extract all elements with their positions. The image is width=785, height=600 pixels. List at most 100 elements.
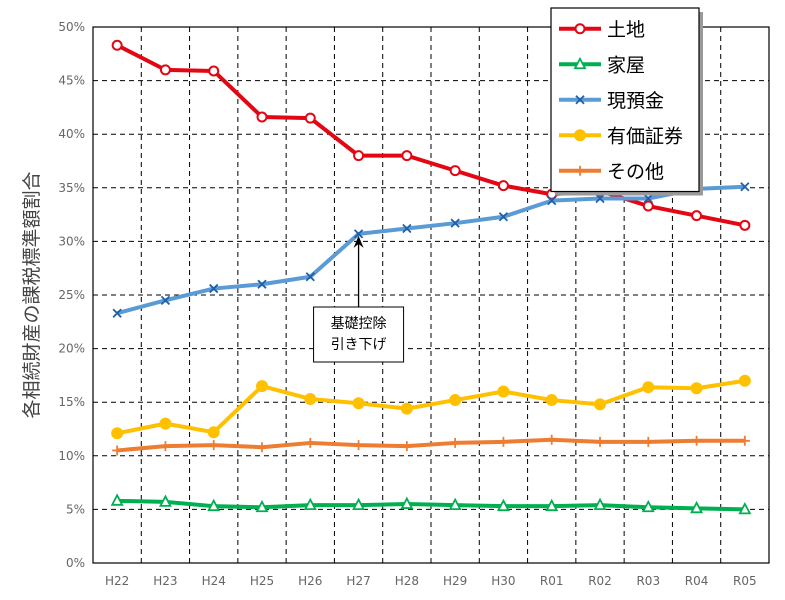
y-tick-label: 45%: [58, 74, 85, 88]
y-tick-label: 35%: [58, 181, 85, 195]
legend-entry: 現預金: [559, 90, 664, 112]
legend-marker: [574, 129, 586, 142]
legend-label: 土地: [607, 19, 645, 41]
data-point: [449, 394, 462, 407]
data-point: [303, 497, 317, 511]
x-tick-label: H24: [202, 574, 226, 588]
x-tick-label: R01: [540, 574, 564, 588]
data-point: [255, 499, 269, 513]
data-point: [304, 392, 317, 405]
series-line: [116, 437, 745, 453]
series-1: [110, 493, 752, 515]
data-point: [642, 381, 655, 394]
data-point: [207, 426, 220, 439]
y-tick-label: 0%: [66, 556, 85, 570]
data-point: [305, 272, 315, 282]
x-tick-label: H27: [346, 574, 370, 588]
data-point: [111, 39, 123, 51]
x-tick-label: H26: [298, 574, 322, 588]
data-point: [353, 150, 365, 162]
x-tick-label: H22: [105, 574, 129, 588]
data-point: [159, 417, 172, 430]
legend-marker: [573, 56, 587, 70]
data-point: [498, 212, 509, 222]
y-tick-label: 5%: [66, 502, 85, 516]
data-point: [208, 440, 219, 451]
legend-entry: その他: [559, 161, 664, 183]
series-3: [111, 374, 751, 440]
data-point: [738, 501, 752, 515]
data-point: [209, 283, 219, 294]
y-tick-label: 10%: [58, 449, 85, 463]
data-point: [498, 436, 509, 447]
data-point: [401, 150, 413, 162]
y-tick-label: 30%: [58, 234, 85, 248]
annotation-arrow-head: [353, 235, 364, 248]
annotation-box: [313, 306, 405, 363]
series-group: [110, 39, 752, 515]
y-axis: 0% 5% 10% 15% 20% 25% 30% 35% 40% 45% 50%: [58, 20, 85, 570]
x-tick-label: H23: [153, 574, 177, 588]
data-point: [352, 397, 365, 410]
data-point: [496, 498, 510, 512]
series-line: [116, 43, 746, 228]
data-point: [643, 436, 654, 447]
data-point: [739, 219, 751, 231]
data-point: [641, 499, 655, 513]
data-point: [112, 308, 122, 318]
legend-entry: 家屋: [559, 54, 645, 76]
annotation-text: 基礎控除: [331, 315, 387, 332]
data-point: [401, 441, 412, 452]
data-point: [448, 497, 462, 511]
legend-entry: 有価証券: [559, 125, 683, 147]
data-point: [353, 229, 364, 239]
y-tick-label: 50%: [58, 20, 85, 34]
data-point: [593, 497, 607, 511]
x-tick-label: R03: [636, 574, 660, 588]
y-tick-label: 15%: [58, 395, 85, 409]
legend-label: 有価証券: [607, 125, 683, 147]
y-tick-label: 20%: [58, 342, 85, 356]
data-point: [257, 442, 267, 453]
data-point: [643, 193, 653, 204]
data-point: [545, 498, 559, 512]
x-axis: H22 H23 H24 H25 H26 H27 H28 H29 H30 R01 R02 R03 R04 R…: [105, 574, 757, 588]
series-0: [111, 39, 751, 231]
series-line: [116, 378, 746, 436]
data-point: [159, 64, 171, 76]
series-2: [112, 182, 750, 318]
data-point: [595, 193, 605, 204]
data-point: [352, 497, 366, 511]
data-point: [207, 498, 221, 512]
data-point: [110, 493, 124, 506]
series-4: [112, 434, 750, 456]
y-axis-label: 各相続財産の課税標準額割合: [21, 171, 43, 418]
data-point: [112, 445, 123, 456]
data-point: [257, 279, 267, 289]
data-point: [353, 440, 364, 451]
x-tick-label: H25: [250, 574, 274, 588]
data-point: [304, 112, 316, 124]
data-point: [595, 436, 605, 447]
legend-label: 現預金: [607, 90, 664, 112]
x-tick-label: H30: [491, 574, 515, 588]
data-point: [208, 65, 220, 77]
series-line: [116, 184, 745, 316]
data-point: [642, 200, 654, 212]
x-tick-label: H28: [395, 574, 419, 588]
legend-label: 家屋: [607, 54, 645, 76]
data-point: [256, 380, 268, 393]
legend-marker: [574, 23, 586, 35]
data-point: [158, 494, 172, 507]
grid: [93, 27, 769, 563]
data-point: [547, 196, 557, 206]
data-point: [402, 223, 412, 234]
data-point: [497, 385, 510, 398]
data-point: [450, 437, 461, 448]
x-tick-label: R02: [588, 574, 612, 588]
data-point: [111, 427, 124, 440]
series-line: [117, 498, 745, 512]
